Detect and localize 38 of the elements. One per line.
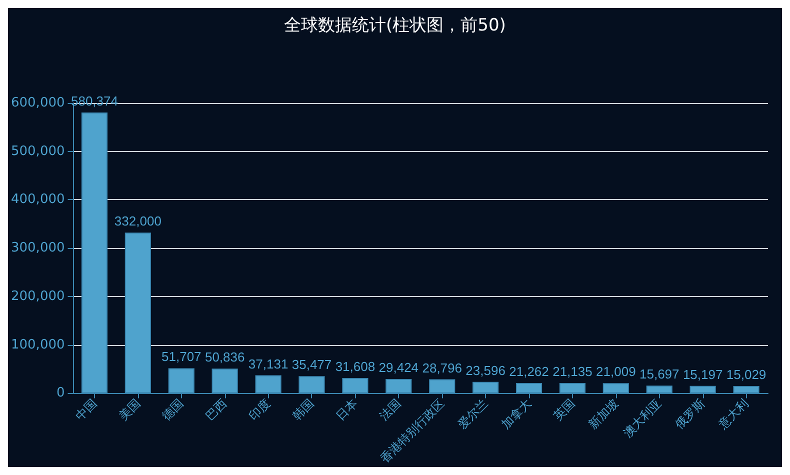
y-tick-label: 600,000 xyxy=(10,96,65,110)
x-tick-label: 印度 xyxy=(246,396,274,424)
x-tick-label: 新加坡 xyxy=(586,396,621,432)
y-tick-label: 500,000 xyxy=(10,144,65,159)
x-tick-label: 意大利 xyxy=(715,396,752,432)
data-label: 31,608 xyxy=(335,358,376,374)
data-label: 15,197 xyxy=(682,366,723,382)
y-tick-label: 300,000 xyxy=(10,240,65,256)
x-tick-label: 澳大利亚 xyxy=(620,396,664,440)
y-tick-label: 100,000 xyxy=(10,337,65,352)
data-label: 35,477 xyxy=(292,357,332,372)
x-tick-label: 德国 xyxy=(159,396,186,424)
data-label: 15,697 xyxy=(639,366,680,382)
data-label: 23,596 xyxy=(466,362,506,378)
x-tick-label: 韩国 xyxy=(290,396,317,424)
data-label: 21,262 xyxy=(509,364,549,379)
data-label: 21,135 xyxy=(552,364,592,380)
y-tick-label: 400,000 xyxy=(10,192,65,208)
x-tick-label: 中国 xyxy=(72,396,100,424)
data-label: 332,000 xyxy=(114,214,162,229)
x-tick-label: 英国 xyxy=(550,396,578,424)
data-label: 50,836 xyxy=(204,350,245,365)
data-label: 28,796 xyxy=(422,360,462,376)
data-label: 37,131 xyxy=(248,356,288,372)
x-tick-label: 加拿大 xyxy=(498,396,534,432)
x-tick-label: 日本 xyxy=(333,396,360,424)
x-tick-label: 爱尔兰 xyxy=(455,396,491,432)
x-tick-label: 俄罗斯 xyxy=(672,396,708,432)
x-tick-label: 美国 xyxy=(116,396,143,424)
data-label: 51,707 xyxy=(162,349,202,364)
data-label: 15,029 xyxy=(726,366,766,382)
data-label: 29,424 xyxy=(378,360,419,376)
data-label: 21,009 xyxy=(596,364,636,380)
x-tick-label: 法国 xyxy=(376,396,404,424)
chart-title: 全球数据统计(柱状图，前50) xyxy=(284,16,506,36)
x-tick-label: 巴西 xyxy=(202,396,230,424)
y-tick-label: 200,000 xyxy=(10,288,65,304)
y-tick-label: 0 xyxy=(56,386,65,401)
